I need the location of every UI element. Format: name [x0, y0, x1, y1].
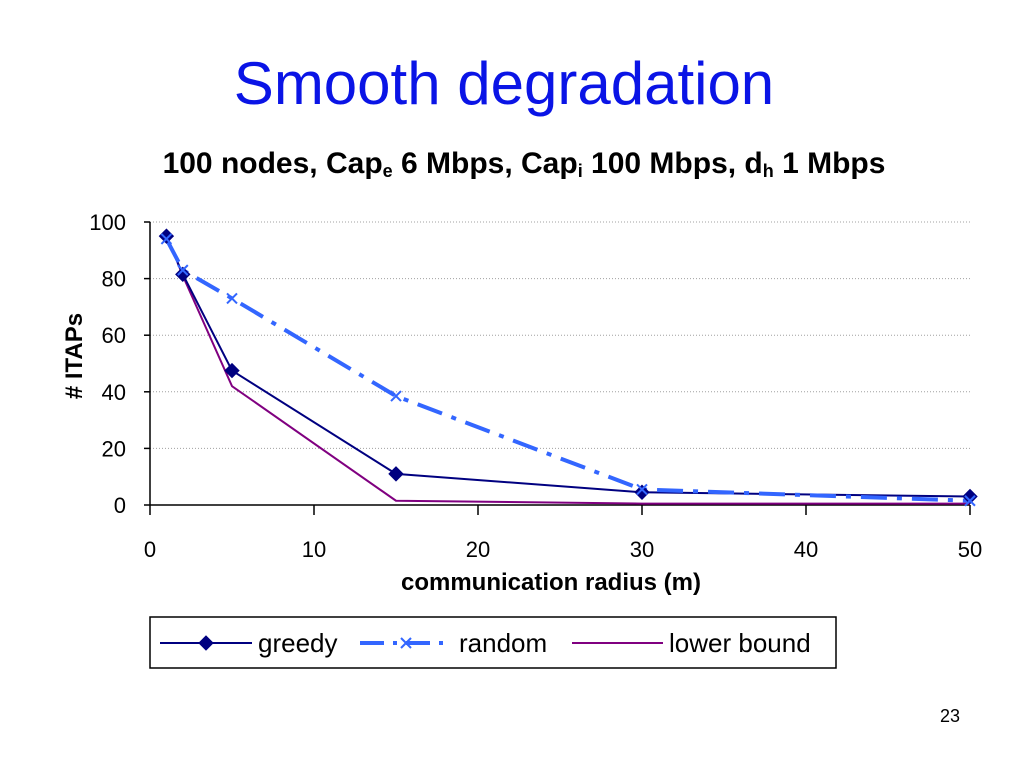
y-tick-label: 60 — [102, 323, 126, 348]
data-point — [390, 390, 402, 402]
y-axis-title: # ITAPs — [61, 313, 88, 399]
legend-label: random — [459, 628, 547, 658]
chart-title-part-4: 1 Mbps — [773, 147, 886, 180]
y-tick-label: 100 — [89, 210, 126, 235]
series-lines — [164, 234, 971, 505]
chart-title: 100 nodes, Cape 6 Mbps, Capi 100 Mbps, d… — [0, 144, 1024, 191]
data-point — [175, 266, 191, 283]
chart-title-sub-1: e — [382, 161, 393, 181]
chart-title-sub-2: i — [577, 161, 583, 181]
axes: 0 20 40 60 80 100 0 10 20 30 40 50 — [89, 210, 982, 562]
page-number: 23 — [939, 706, 960, 726]
x-mark-stroke — [636, 483, 648, 496]
legend: greedy random lower bound — [149, 616, 837, 669]
x-mark-stroke — [160, 233, 173, 245]
y-tick-label: 40 — [102, 380, 126, 405]
chart-title-part-3: 100 Mbps, d — [582, 147, 763, 180]
data-point — [964, 495, 976, 507]
chart-title-sub-3: h — [762, 161, 774, 181]
x-tick-label: 0 — [144, 537, 156, 562]
series-line-greedy — [165, 235, 971, 498]
data-point — [160, 233, 173, 245]
x-axis-title: communication radius (m) — [401, 569, 701, 596]
x-mark-stroke — [390, 390, 402, 402]
legend-label: lower bound — [669, 628, 811, 658]
chart-title-part-1: 100 nodes, Cap — [162, 147, 383, 180]
x-tick-label: 40 — [794, 537, 818, 562]
y-tick-label: 0 — [114, 493, 126, 518]
legend-item-lower-bound: lower bound — [572, 628, 811, 658]
x-tick-label: 20 — [466, 537, 490, 562]
x-tick-label: 10 — [302, 537, 326, 562]
data-point — [962, 488, 978, 505]
data-point — [177, 264, 189, 276]
data-point — [226, 292, 238, 305]
x-mark-stroke — [400, 637, 412, 649]
data-point — [198, 635, 214, 651]
data-point — [158, 228, 175, 244]
data-point — [224, 362, 240, 379]
x-mark-stroke — [964, 495, 976, 507]
legend-label: greedy — [258, 628, 338, 658]
y-tick-label: 20 — [102, 436, 126, 461]
data-point — [400, 637, 412, 649]
chart-title-part-2: 6 Mbps, Cap — [392, 147, 578, 180]
data-point — [636, 483, 648, 496]
x-mark-stroke — [177, 264, 189, 276]
y-tick-label: 80 — [102, 267, 126, 292]
series-line-random — [164, 238, 971, 503]
legend-item-greedy: greedy — [160, 628, 338, 658]
slide-title: Smooth degradation — [233, 50, 775, 117]
legend-box — [149, 616, 837, 669]
x-mark-stroke — [226, 292, 238, 305]
x-tick-label: 30 — [630, 537, 654, 562]
series-markers — [158, 228, 978, 507]
data-point — [634, 484, 650, 500]
legend-item-random: random — [360, 628, 547, 658]
x-tick-label: 50 — [958, 537, 982, 562]
data-point — [388, 466, 404, 482]
